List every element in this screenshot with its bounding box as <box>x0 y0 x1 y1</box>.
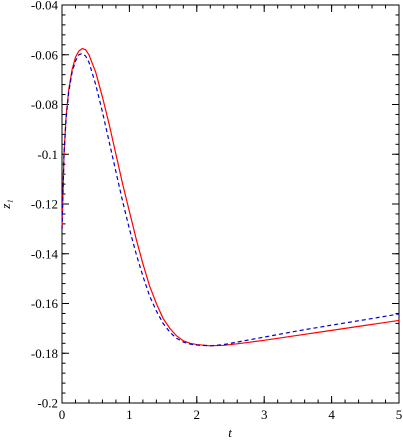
x-tick-label: 4 <box>328 407 335 422</box>
y-tick-label: -0.18 <box>31 346 58 361</box>
series-layer <box>61 47 400 347</box>
series-line-dashed <box>61 52 400 347</box>
x-tick-label: 1 <box>126 407 133 422</box>
y-tick-label: -0.04 <box>31 0 59 13</box>
y-tick-label: -0.14 <box>31 246 59 261</box>
series-line-solid <box>61 47 400 347</box>
x-tick-label: 2 <box>194 407 201 422</box>
y-tick-label: -0.12 <box>31 197 58 212</box>
y-tick-label: -0.1 <box>37 147 58 162</box>
y-tick-label: -0.08 <box>31 97 58 112</box>
y-tick-label: -0.06 <box>31 47 59 62</box>
x-tick-label: 0 <box>59 407 66 422</box>
tick-labels: 0 1 2 3 4 5 -0.2 -0.18 -0.16 -0.14 -0.12 -0.1 -0.08 -… <box>31 0 402 422</box>
x-tick-label: 5 <box>396 407 403 422</box>
y-tick-label: -0.16 <box>31 296 59 311</box>
y-axis-label: z₁ <box>0 199 13 210</box>
ticks <box>61 4 400 404</box>
x-axis-label: t <box>228 425 232 440</box>
x-tick-label: 3 <box>261 407 268 422</box>
y-tick-label: -0.2 <box>37 396 58 411</box>
plot-frame <box>61 4 400 404</box>
